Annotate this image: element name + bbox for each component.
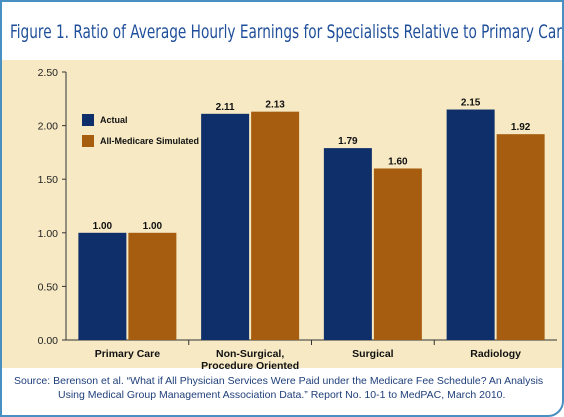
y-tick-label: 2.00 [38,121,59,133]
source-line-2: Using Medical Group Management Associati… [58,389,506,401]
bar-simulated [251,111,300,340]
data-label: 1.00 [93,221,113,232]
source-label: Source: [14,375,51,387]
data-label: 1.92 [511,122,531,133]
y-tick-label: 0.50 [38,281,59,293]
y-tick-label: 1.50 [38,174,59,186]
legend-swatch [82,135,94,147]
y-tick-label: 2.50 [38,67,59,79]
x-category-label: Non-Surgical, [216,348,284,360]
bar-simulated [496,134,545,340]
legend-label: Actual [100,115,128,125]
bar-simulated [373,168,422,340]
bar-simulated [128,232,177,340]
data-label: 2.15 [461,98,481,109]
data-label: 2.11 [216,102,235,113]
bar-actual [201,113,250,340]
x-category-label: Radiology [470,348,521,360]
x-category-label: Surgical [352,348,394,360]
bar-actual [323,148,372,340]
bar-actual [446,109,495,341]
bar-actual [78,232,127,340]
figure-title: Figure 1. Ratio of Average Hourly Earnin… [10,21,564,43]
source-note: Source: Berenson et al. “What if All Phy… [14,374,554,402]
data-label: 1.60 [388,156,408,167]
x-category-label: Primary Care [95,348,161,360]
x-category-label: Procedure Oriented [201,360,299,372]
data-label: 1.79 [338,136,358,147]
legend-label: All-Medicare Simulated [100,136,199,146]
data-label: 1.00 [143,221,163,232]
y-tick-label: 1.00 [38,228,59,240]
data-label: 2.13 [265,100,285,111]
legend-swatch [82,114,94,126]
y-tick-label: 0.00 [38,335,59,347]
source-line-1: Berenson et al. “What if All Physician S… [53,375,544,387]
